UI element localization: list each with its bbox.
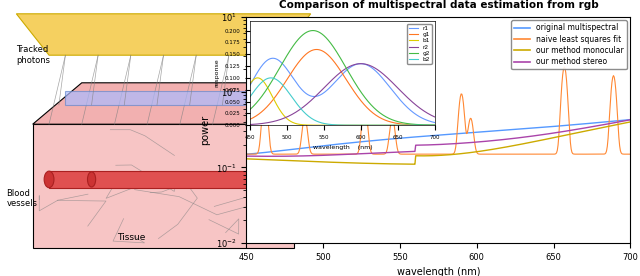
Legend: original multispectral, naive least squares fit, our method monocular, our metho: original multispectral, naive least squa…	[511, 20, 627, 69]
Polygon shape	[65, 91, 245, 105]
Polygon shape	[17, 14, 310, 55]
Y-axis label: power: power	[200, 115, 211, 145]
Polygon shape	[49, 171, 278, 188]
Title: Comparison of multispectral data estimation from rgb: Comparison of multispectral data estimat…	[278, 0, 598, 10]
Ellipse shape	[88, 172, 95, 187]
Text: Tissue: Tissue	[116, 233, 145, 242]
Text: Light
source: Light source	[262, 23, 290, 43]
Text: Blood
vessels: Blood vessels	[6, 189, 38, 208]
Text: Detector: Detector	[248, 94, 285, 102]
Polygon shape	[33, 83, 294, 124]
X-axis label: wavelength (nm): wavelength (nm)	[397, 267, 480, 276]
Ellipse shape	[44, 171, 54, 188]
Text: Tracked
photons: Tracked photons	[17, 46, 51, 65]
Polygon shape	[33, 124, 294, 248]
